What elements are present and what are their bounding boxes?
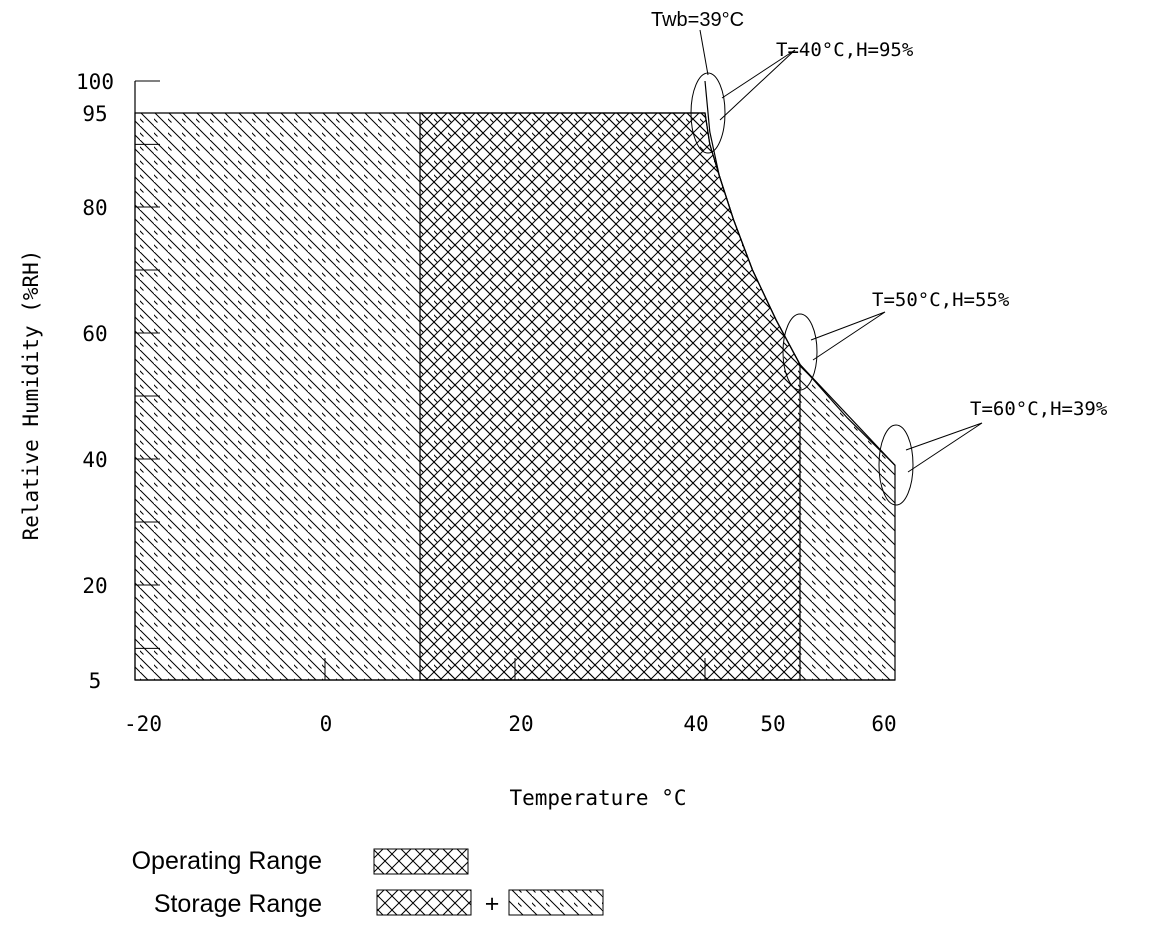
y-tick-label-60: 60 [82, 322, 107, 346]
x-tick-label--20: -20 [124, 712, 162, 736]
annotation-t50-h55: T=50°C,H=55% [872, 289, 1010, 311]
twb-curve [704, 80, 896, 466]
annotation-twb: Twb=39°C [651, 9, 744, 31]
y-tick-label-80: 80 [82, 196, 107, 220]
annotation-t60-h39: T=60°C,H=39% [970, 398, 1108, 420]
callout-pointer-60-39 [905, 422, 983, 473]
x-tick-label-60: 60 [871, 712, 896, 736]
annotation-t40-h95: T=40°C,H=95% [776, 39, 914, 61]
callout-ellipse-50-55 [782, 313, 818, 391]
y-tick-label-100: 100 [76, 70, 114, 94]
y-tick-label-40: 40 [82, 448, 107, 472]
x-tick-label-0: 0 [320, 712, 333, 736]
callout-ellipse-60-39 [878, 424, 914, 506]
legend-operating-swatch [373, 848, 469, 875]
legend-plus-sign: + [485, 890, 500, 918]
y-tick-label-20: 20 [82, 574, 107, 598]
y-axis-title: Relative Humidity (%RH) [19, 250, 43, 541]
legend: Operating Range Storage Range + [132, 847, 604, 918]
legend-storage-swatch-diagonal [508, 889, 604, 916]
x-tick-label-50: 50 [760, 712, 785, 736]
callout-pointer-50-55 [810, 311, 886, 361]
legend-storage-label: Storage Range [154, 890, 322, 918]
twb-leader-line [699, 29, 709, 76]
callout-pointer-40-95 [719, 49, 796, 121]
y-tick-label-5: 5 [89, 669, 102, 693]
legend-storage-swatch-crosshatch [376, 889, 472, 916]
x-tick-label-20: 20 [508, 712, 533, 736]
operating-range-area [419, 112, 801, 681]
x-axis-title: Temperature °C [509, 786, 686, 810]
legend-operating-label: Operating Range [132, 847, 322, 875]
y-tick-label-95: 95 [82, 102, 107, 126]
x-tick-label-40: 40 [683, 712, 708, 736]
